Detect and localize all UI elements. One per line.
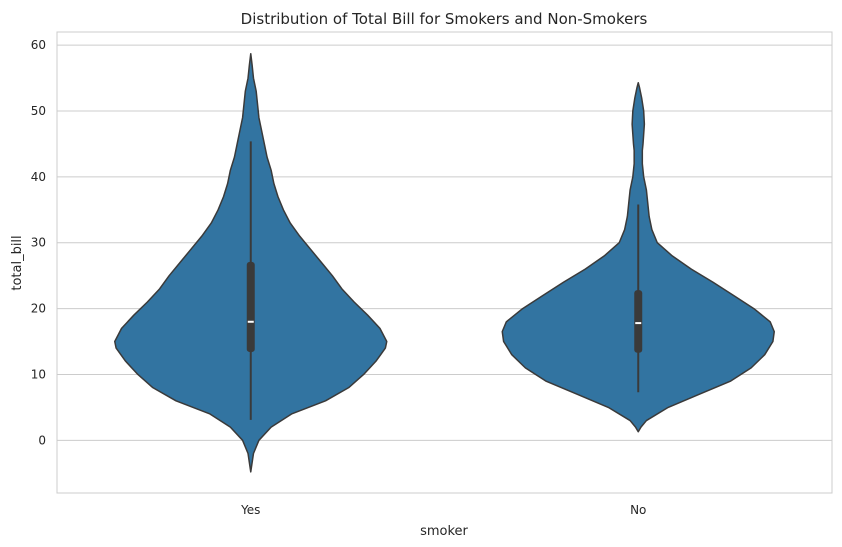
x-tick-label: Yes	[240, 503, 260, 517]
violin-iqr-box-yes	[246, 261, 255, 353]
y-tick-label: 20	[31, 302, 46, 316]
y-tick-label: 40	[31, 170, 46, 184]
y-tick-label: 50	[31, 104, 46, 118]
y-tick-labels: 0 10 20 30 40 50 60	[31, 38, 46, 447]
y-tick-label: 30	[31, 236, 46, 250]
y-tick-label: 10	[31, 367, 46, 381]
plot-area	[56, 31, 833, 494]
x-tick-label: No	[630, 503, 646, 517]
x-tick-labels: Yes No	[240, 503, 646, 517]
violins-layer	[114, 52, 775, 473]
chart-title: Distribution of Total Bill for Smokers a…	[241, 10, 648, 28]
y-tick-label: 60	[31, 38, 46, 52]
x-axis-label: smoker	[420, 524, 468, 539]
y-tick-label: 0	[38, 433, 46, 447]
violin-iqr-box-no	[634, 290, 643, 353]
y-axis-label: total_bill	[10, 235, 25, 290]
